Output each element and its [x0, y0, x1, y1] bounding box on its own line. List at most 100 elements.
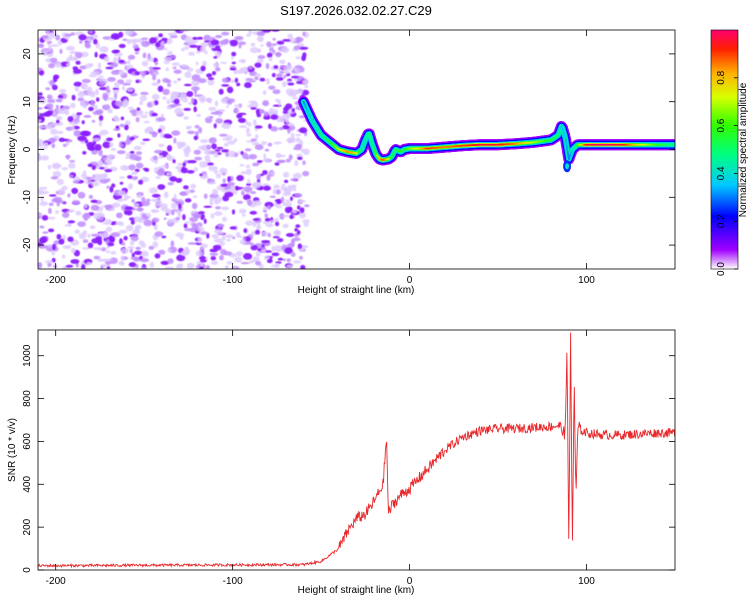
y-tick-label: 0 [22, 567, 33, 573]
noise-speckle [132, 176, 139, 180]
noise-speckle [123, 197, 128, 201]
snr-plot-area [38, 330, 675, 570]
noise-speckle [249, 47, 259, 54]
noise-speckle [232, 191, 238, 195]
noise-speckle [268, 56, 273, 62]
noise-speckle [109, 257, 118, 265]
noise-speckle [104, 162, 108, 165]
noise-speckle [277, 238, 284, 243]
noise-speckle [58, 137, 66, 142]
noise-speckle [285, 233, 295, 237]
noise-speckle [216, 223, 225, 229]
noise-speckle [252, 218, 260, 221]
noise-speckle [89, 225, 96, 230]
noise-speckle [124, 120, 131, 126]
noise-speckle [222, 178, 226, 183]
noise-speckle [52, 170, 62, 178]
noise-speckle [158, 33, 164, 38]
noise-speckle [197, 145, 207, 150]
noise-speckle [271, 73, 276, 78]
noise-speckle [274, 262, 280, 268]
noise-speckle [203, 193, 208, 199]
noise-speckle [302, 219, 310, 223]
noise-speckle [269, 195, 276, 198]
noise-speckle [223, 251, 233, 256]
noise-speckle [267, 205, 271, 209]
noise-speckle [102, 258, 113, 262]
noise-speckle [264, 148, 270, 152]
noise-speckle [287, 37, 296, 44]
noise-speckle [166, 79, 172, 84]
noise-speckle [179, 30, 189, 32]
noise-speckle [236, 113, 243, 119]
noise-speckle [167, 32, 177, 36]
chart-title: S197.2026.032.02.27.C29 [280, 3, 432, 18]
noise-speckle [208, 98, 212, 104]
noise-speckle [210, 213, 215, 219]
noise-speckle [82, 151, 87, 155]
noise-speckle [165, 67, 170, 72]
noise-speckle [216, 231, 225, 235]
noise-speckle [79, 40, 83, 44]
noise-speckle [248, 260, 254, 264]
noise-speckle [64, 109, 70, 116]
noise-speckle [39, 213, 43, 217]
noise-speckle [141, 60, 149, 67]
noise-speckle [38, 43, 45, 48]
noise-speckle [297, 76, 302, 81]
colorbar-tick-label: 0.0 [716, 262, 727, 276]
noise-speckle [67, 193, 71, 198]
noise-speckle [120, 247, 130, 254]
colorbar-tick-label: 0.2 [716, 214, 727, 228]
noise-speckle [293, 172, 302, 180]
noise-speckle [113, 56, 118, 64]
noise-speckle [143, 219, 153, 227]
noise-speckle [103, 173, 108, 178]
noise-speckle [136, 109, 144, 116]
noise-speckle [76, 112, 83, 116]
noise-speckle [93, 212, 102, 220]
noise-speckle [119, 176, 125, 180]
noise-speckle [192, 195, 198, 199]
noise-speckle [71, 113, 78, 119]
noise-speckle [113, 92, 118, 99]
colorbar-gradient [710, 29, 739, 270]
noise-speckle [234, 77, 239, 83]
noise-speckle [250, 138, 258, 142]
noise-speckle [239, 208, 247, 214]
noise-speckle [186, 91, 194, 97]
noise-speckle [135, 224, 142, 230]
noise-speckle [57, 188, 65, 195]
noise-speckle [157, 184, 166, 190]
noise-speckle [141, 40, 150, 47]
noise-speckle [118, 59, 125, 64]
noise-speckle [250, 191, 257, 195]
noise-speckle [240, 188, 245, 192]
noise-speckle [38, 92, 43, 96]
noise-speckle [236, 200, 244, 204]
noise-speckle [279, 59, 286, 65]
noise-speckle [282, 223, 289, 229]
noise-speckle [243, 186, 253, 193]
noise-speckle [295, 133, 302, 137]
noise-speckle [163, 56, 173, 61]
noise-speckle [225, 234, 234, 239]
noise-speckle [90, 181, 100, 187]
noise-speckle [38, 189, 44, 195]
noise-speckle [231, 51, 237, 57]
noise-speckle [211, 260, 218, 265]
noise-speckle [101, 154, 106, 162]
noise-speckle [40, 236, 48, 243]
noise-speckle [166, 135, 173, 139]
noise-speckle [230, 39, 238, 46]
noise-speckle [157, 79, 161, 84]
noise-speckle [71, 94, 76, 101]
noise-speckle [197, 236, 203, 244]
noise-speckle [45, 87, 51, 91]
noise-speckle [128, 164, 136, 171]
noise-speckle [190, 183, 197, 189]
noise-speckle [130, 240, 135, 246]
noise-speckle [214, 100, 219, 107]
noise-speckle [167, 83, 172, 87]
noise-speckle [257, 222, 261, 229]
